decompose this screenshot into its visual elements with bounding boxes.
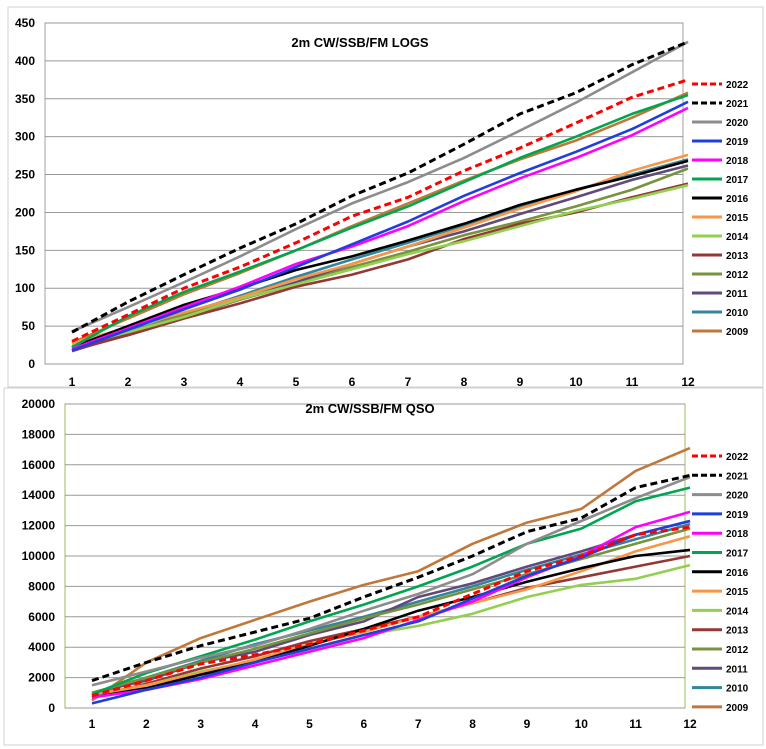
series-line-2016 [71, 159, 689, 349]
y-tick-label: 200 [15, 205, 35, 219]
y-tick-label: 0 [48, 701, 55, 715]
y-tick-label: 450 [15, 16, 35, 30]
legend-label-2015: 2015 [726, 587, 749, 598]
chart-title: 2m CW/SSB/FM LOGS [291, 35, 429, 50]
y-tick-label: 150 [15, 243, 35, 257]
series-line-2016 [91, 548, 691, 699]
x-tick-label: 1 [89, 717, 96, 731]
legend-label-2018: 2018 [726, 156, 749, 167]
x-tick-label: 8 [469, 717, 476, 731]
x-tick-label: 5 [293, 375, 300, 389]
series-line-2021 [91, 473, 691, 683]
y-tick-label: 12000 [22, 519, 56, 533]
x-tick-label: 12 [683, 717, 697, 731]
y-tick-label: 300 [15, 130, 35, 144]
x-tick-label: 4 [252, 717, 259, 731]
legend-label-2016: 2016 [726, 194, 749, 205]
y-tick-label: 2000 [28, 671, 55, 685]
y-tick-label: 100 [15, 281, 35, 295]
x-tick-label: 10 [569, 375, 583, 389]
series-line-2012 [91, 527, 691, 695]
y-tick-label: 4000 [28, 640, 55, 654]
x-tick-label: 1 [69, 375, 76, 389]
series-line-2015 [91, 534, 691, 696]
x-tick-label: 4 [237, 375, 244, 389]
y-tick-label: 250 [15, 168, 35, 182]
y-tick-label: 350 [15, 92, 35, 106]
series-line-2009 [71, 91, 689, 344]
x-tick-label: 7 [405, 375, 412, 389]
legend-label-2015: 2015 [726, 213, 749, 224]
x-tick-label: 8 [461, 375, 468, 389]
x-tick-label: 11 [626, 375, 639, 389]
y-tick-label: 20000 [22, 397, 56, 411]
x-tick-label: 7 [415, 717, 422, 731]
x-tick-label: 6 [360, 717, 367, 731]
y-tick-label: 6000 [28, 610, 55, 624]
legend-label-2017: 2017 [726, 175, 749, 186]
x-tick-label: 5 [306, 717, 313, 731]
y-tick-label: 14000 [22, 488, 56, 502]
series-line-2020 [91, 475, 691, 687]
series-line-2009 [91, 446, 691, 702]
legend-label-2013: 2013 [726, 626, 749, 637]
x-tick-label: 12 [681, 375, 695, 389]
y-tick-label: 8000 [28, 579, 55, 593]
legend-label-2011: 2011 [726, 289, 748, 300]
x-tick-label: 2 [125, 375, 132, 389]
legend-label-2018: 2018 [726, 529, 749, 540]
y-tick-label: 0 [28, 357, 35, 371]
x-tick-label: 3 [181, 375, 188, 389]
y-tick-label: 10000 [22, 549, 56, 563]
legend-label-2010: 2010 [726, 684, 749, 695]
legend-label-2012: 2012 [726, 270, 749, 281]
legend-label-2020: 2020 [726, 118, 749, 129]
series-line-2022 [71, 78, 689, 343]
legend-label-2017: 2017 [726, 549, 749, 560]
series-line-2022 [91, 525, 691, 698]
x-tick-label: 9 [517, 375, 524, 389]
chart-qso: 0 2000 4000 6000 8000 10000 12000 14000 16000 180… [3, 387, 764, 746]
legend-label-2014: 2014 [726, 606, 749, 617]
legend-label-2010: 2010 [726, 308, 749, 319]
x-tick-label: 9 [524, 717, 531, 731]
legend-label-2022: 2022 [726, 452, 749, 463]
y-tick-label: 16000 [22, 458, 56, 472]
y-tick-label: 400 [15, 54, 35, 68]
legend-label-2021: 2021 [726, 471, 749, 482]
legend-label-2011: 2011 [726, 664, 748, 675]
y-tick-label: 18000 [22, 427, 56, 441]
series-line-2012 [71, 167, 689, 349]
legend-label-2016: 2016 [726, 568, 749, 579]
x-tick-label: 2 [143, 717, 150, 731]
legend-label-2019: 2019 [726, 510, 749, 521]
legend-label-2014: 2014 [726, 232, 749, 243]
legend-label-2021: 2021 [726, 99, 749, 110]
legend-label-2012: 2012 [726, 645, 749, 656]
chart-title: 2m CW/SSB/FM QSO [305, 401, 434, 416]
x-tick-label: 11 [629, 717, 642, 731]
series-line-2020 [71, 40, 689, 333]
series-line-2018 [71, 106, 689, 351]
series-line-2014 [71, 183, 689, 347]
x-tick-label: 3 [197, 717, 204, 731]
x-tick-label: 6 [349, 375, 356, 389]
legend-label-2019: 2019 [726, 137, 749, 148]
legend-label-2013: 2013 [726, 251, 749, 262]
legend-label-2009: 2009 [726, 703, 749, 714]
series-line-2021 [71, 40, 689, 334]
series-line-2017 [71, 93, 689, 349]
x-tick-label: 10 [575, 717, 589, 731]
legend-label-2022: 2022 [726, 80, 749, 91]
series-line-2019 [71, 100, 689, 352]
y-tick-label: 50 [22, 319, 36, 333]
legend-label-2009: 2009 [726, 327, 749, 338]
legend-label-2020: 2020 [726, 491, 749, 502]
